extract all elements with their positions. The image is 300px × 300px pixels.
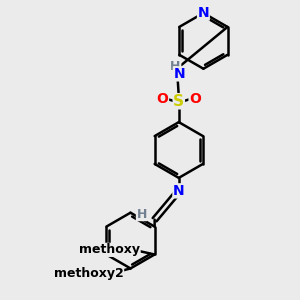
Text: N: N [198,6,209,20]
Text: methoxy: methoxy [79,243,140,256]
Text: H: H [170,60,181,73]
Text: methoxy2: methoxy2 [54,267,124,280]
Text: O: O [123,243,135,257]
Text: O: O [157,92,169,106]
Text: H: H [136,208,147,220]
Text: N: N [173,184,184,198]
Text: O: O [189,92,201,106]
Text: S: S [173,94,184,109]
Text: N: N [173,67,185,81]
Text: O: O [102,266,114,280]
